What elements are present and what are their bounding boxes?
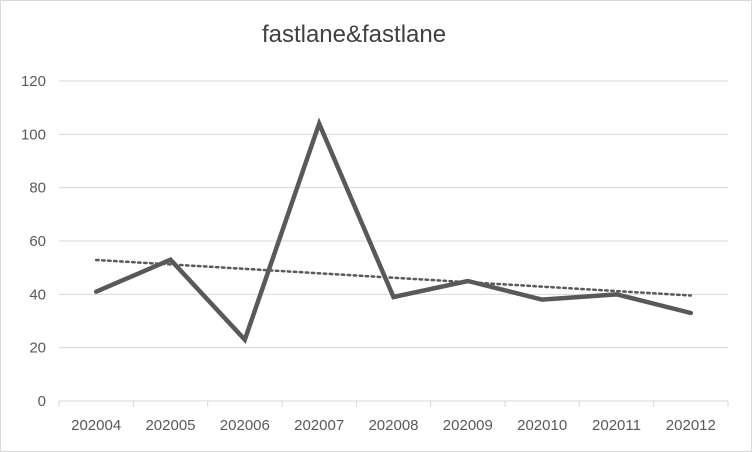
y-tick-label: 20 [29, 340, 46, 357]
trendline [94, 258, 693, 297]
chart-title: fastlane&fastlane [261, 21, 447, 48]
y-tick-label: 40 [29, 286, 46, 303]
y-tick-label: 100 [21, 126, 46, 143]
y-tick-label: 80 [29, 180, 46, 197]
x-tick-label: 202010 [517, 417, 567, 434]
y-tick-labels: 0 20 40 60 80 100 120 [21, 73, 46, 410]
y-tick-label: 0 [38, 393, 46, 410]
trendline-line [94, 258, 693, 297]
x-tick-label: 202006 [220, 417, 270, 434]
x-tick-labels: 202004 202005 202006 202007 202008 202009 2020… [71, 417, 716, 434]
y-tick-label: 120 [21, 73, 46, 90]
x-tick-label: 202007 [294, 417, 344, 434]
x-tick-label: 202012 [666, 417, 716, 434]
y-tick-label: 60 [29, 233, 46, 250]
x-tick-label: 202005 [145, 417, 195, 434]
x-tick-label: 202004 [71, 417, 121, 434]
gridlines [59, 80, 728, 349]
series [93, 117, 694, 344]
x-axis [58, 400, 729, 407]
x-tick-label: 202009 [443, 417, 493, 434]
x-tick-label: 202011 [592, 417, 641, 434]
x-tick-label: 202008 [368, 417, 418, 434]
series-line [93, 117, 694, 344]
